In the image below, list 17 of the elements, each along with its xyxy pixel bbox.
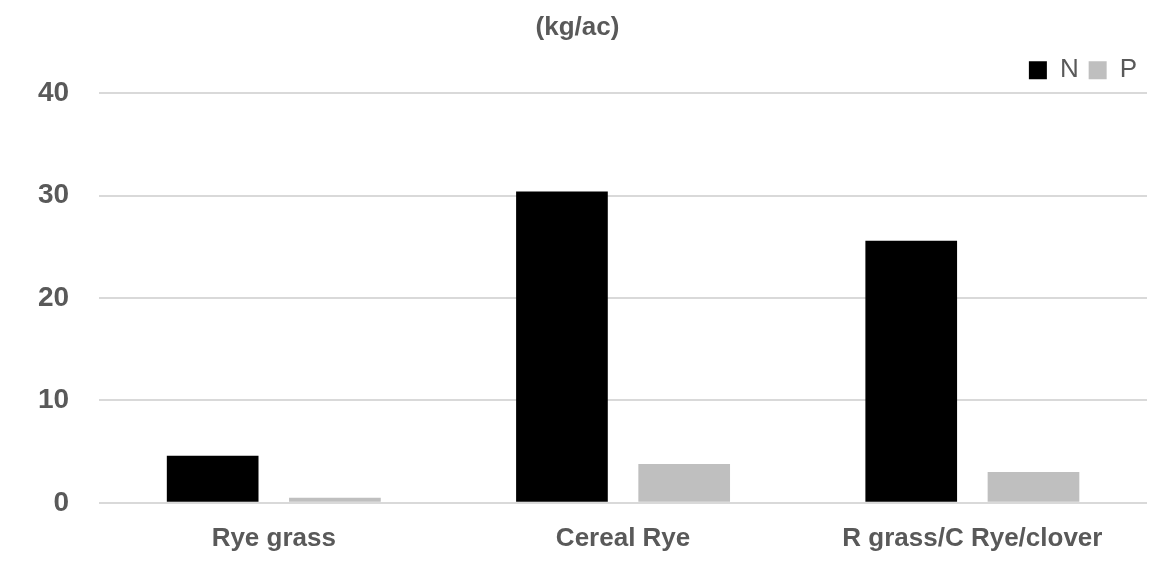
bar	[516, 191, 608, 502]
legend-label: N	[1059, 53, 1079, 84]
y-tick-label: 10	[37, 383, 70, 415]
bar	[289, 497, 381, 502]
x-tick-label: Cereal Rye	[555, 521, 691, 552]
bar	[166, 455, 259, 502]
y-tick-label: 30	[37, 178, 70, 210]
bar	[638, 463, 731, 502]
bar	[987, 472, 1080, 502]
y-tick-label: 40	[37, 75, 70, 107]
chart-title: (kg/ac)	[535, 10, 620, 41]
x-tick-label: R grass/C Rye/clover	[842, 521, 1103, 552]
legend-label: P	[1119, 53, 1137, 84]
bar	[865, 240, 958, 502]
y-tick-label: 0	[53, 485, 70, 517]
y-tick-label: 20	[37, 280, 70, 312]
x-tick-label: Rye grass	[211, 521, 336, 552]
